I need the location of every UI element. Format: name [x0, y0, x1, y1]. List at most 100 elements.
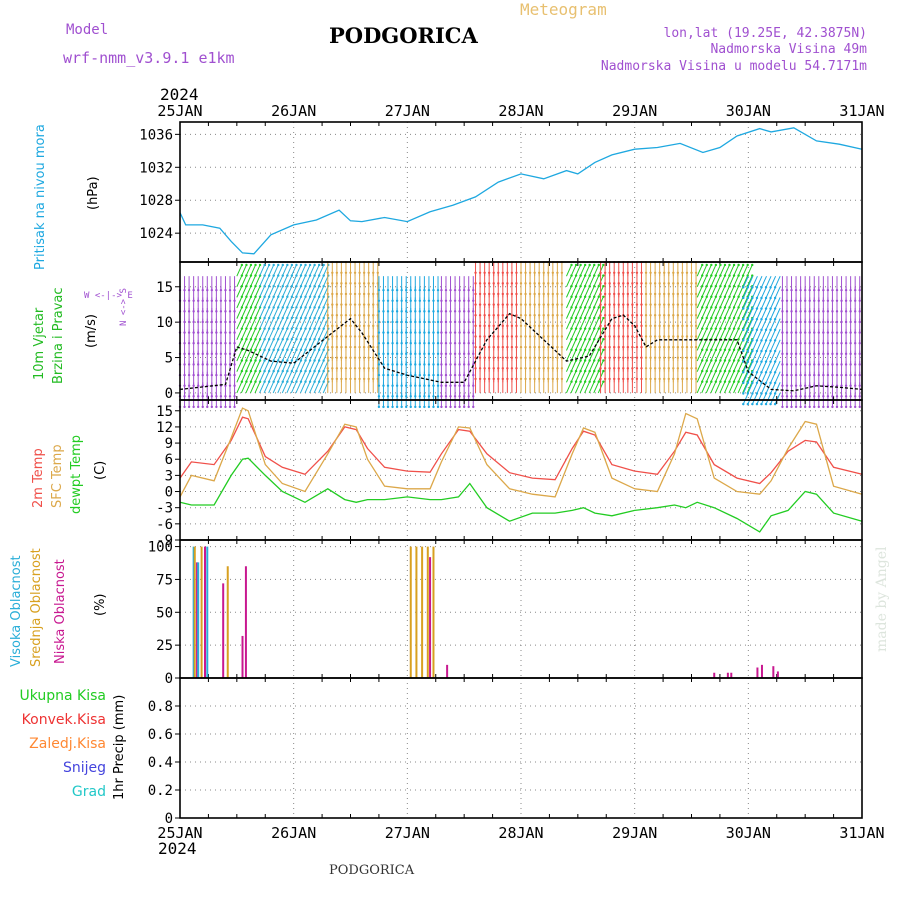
wind-barb-head [746, 318, 750, 321]
wind-barb-head [192, 405, 195, 409]
wind-barb [318, 317, 325, 330]
wind-barb-head [382, 405, 385, 409]
wind-barb [742, 286, 749, 299]
wind-barb-head [215, 395, 218, 398]
wind-barb-head [835, 363, 839, 366]
wind-barb [746, 360, 753, 372]
wind-barb-head [224, 405, 227, 409]
wind-barb-head [313, 263, 316, 267]
wind-barb-head [764, 392, 768, 395]
wind-barb-head [201, 373, 204, 377]
wind-barb-head [602, 348, 605, 352]
wind-barb [746, 275, 753, 287]
wind-barb-head [773, 286, 777, 289]
wind-barb-head [751, 392, 754, 395]
wind-barb-head [404, 352, 408, 356]
wind-barb-head [377, 363, 381, 366]
wind-barb [714, 275, 721, 287]
wind-barb [268, 381, 275, 394]
wind-barb [742, 307, 749, 320]
wind-barb [737, 307, 744, 319]
wind-barb-head [395, 373, 399, 377]
wind-barb [584, 296, 591, 309]
wind-barb-head [400, 342, 403, 345]
wind-barb-head [427, 320, 431, 324]
wind-barb [304, 285, 311, 298]
wind-barb-head [201, 299, 204, 302]
wind-barb [705, 328, 712, 341]
wind-barb [300, 275, 306, 287]
wind-barb-head [781, 299, 784, 302]
wind-barb [705, 307, 712, 319]
wind-barb [240, 360, 247, 372]
wind-barb-head [760, 307, 763, 310]
wind-barb-head [781, 395, 784, 398]
y-tick-label: 0 [165, 485, 173, 501]
wind-barb [309, 317, 316, 330]
wind-barb [268, 264, 275, 277]
wind-barb-head [228, 352, 232, 356]
wind-barb-head [462, 384, 466, 387]
wind-barb-head [183, 384, 186, 387]
wind-barb-head [418, 384, 422, 387]
precip-legend-item: Ukupna Kisa [19, 688, 106, 704]
precip-panel: 0 0.2 0.4 0.6 0.8 [148, 678, 862, 827]
chart-kind: Meteogram [520, 0, 607, 19]
wind-barb [263, 307, 270, 319]
wind-barb-head [215, 320, 218, 324]
wind-barb-head [400, 363, 403, 366]
wind-barb [579, 370, 586, 383]
wind-barb [290, 328, 297, 341]
wind-barb [277, 264, 284, 277]
wind-barb [259, 370, 266, 383]
bottom-time-axis: 25JAN 26JAN 27JAN 28JAN 29JAN 30JAN 31JAN [157, 824, 884, 842]
wind-barb [240, 296, 247, 309]
wind-barb [268, 307, 275, 319]
wind-barb [309, 339, 316, 351]
wind-barb [300, 317, 306, 330]
wind-barb-head [219, 288, 223, 292]
wind-barb [584, 381, 591, 394]
wind-barb [304, 264, 311, 277]
wind-barb [765, 350, 772, 362]
wind-barb [746, 349, 753, 362]
wind-barb-head [844, 342, 848, 345]
wind-barb-head [844, 352, 848, 356]
wind-barb-head [831, 342, 834, 345]
wind-barb [286, 317, 293, 330]
wind-barb-head [196, 310, 200, 313]
wind-barb-head [206, 352, 209, 356]
wind-barb [295, 349, 302, 362]
wind-barb-head [794, 405, 798, 409]
wind-barb [765, 339, 772, 352]
wind-barb-head [453, 405, 457, 409]
wind-barb [240, 328, 247, 341]
wind-barb-head [742, 328, 745, 332]
wind-barb [304, 349, 311, 362]
wind-barb [746, 370, 753, 383]
wind-barb [259, 317, 266, 330]
wind-barb-head [449, 320, 452, 324]
wind-barb [313, 296, 320, 309]
wind-barb-head [794, 331, 798, 334]
wind-barb-head [427, 352, 431, 356]
wind-barb [281, 339, 288, 351]
wind-barb [584, 328, 591, 341]
wind-barb [710, 285, 717, 298]
wind-barb-head [728, 263, 731, 267]
wind-barb [236, 370, 243, 383]
wind-barb-head [790, 299, 793, 302]
wind-barb [579, 339, 586, 351]
wind-barb-head [751, 381, 754, 385]
wind-barb-head [391, 299, 394, 302]
wind-barb-head [472, 342, 475, 345]
wind-barb [696, 275, 703, 287]
wind-barb-head [391, 405, 394, 409]
wind-barb [747, 350, 754, 362]
wind-barb [268, 317, 275, 330]
wind-barb [733, 370, 740, 383]
wind-barb-head [755, 349, 759, 353]
wind-barb-head [764, 307, 768, 310]
wind-barb-head [449, 363, 452, 366]
wind-barb-head [210, 395, 214, 398]
